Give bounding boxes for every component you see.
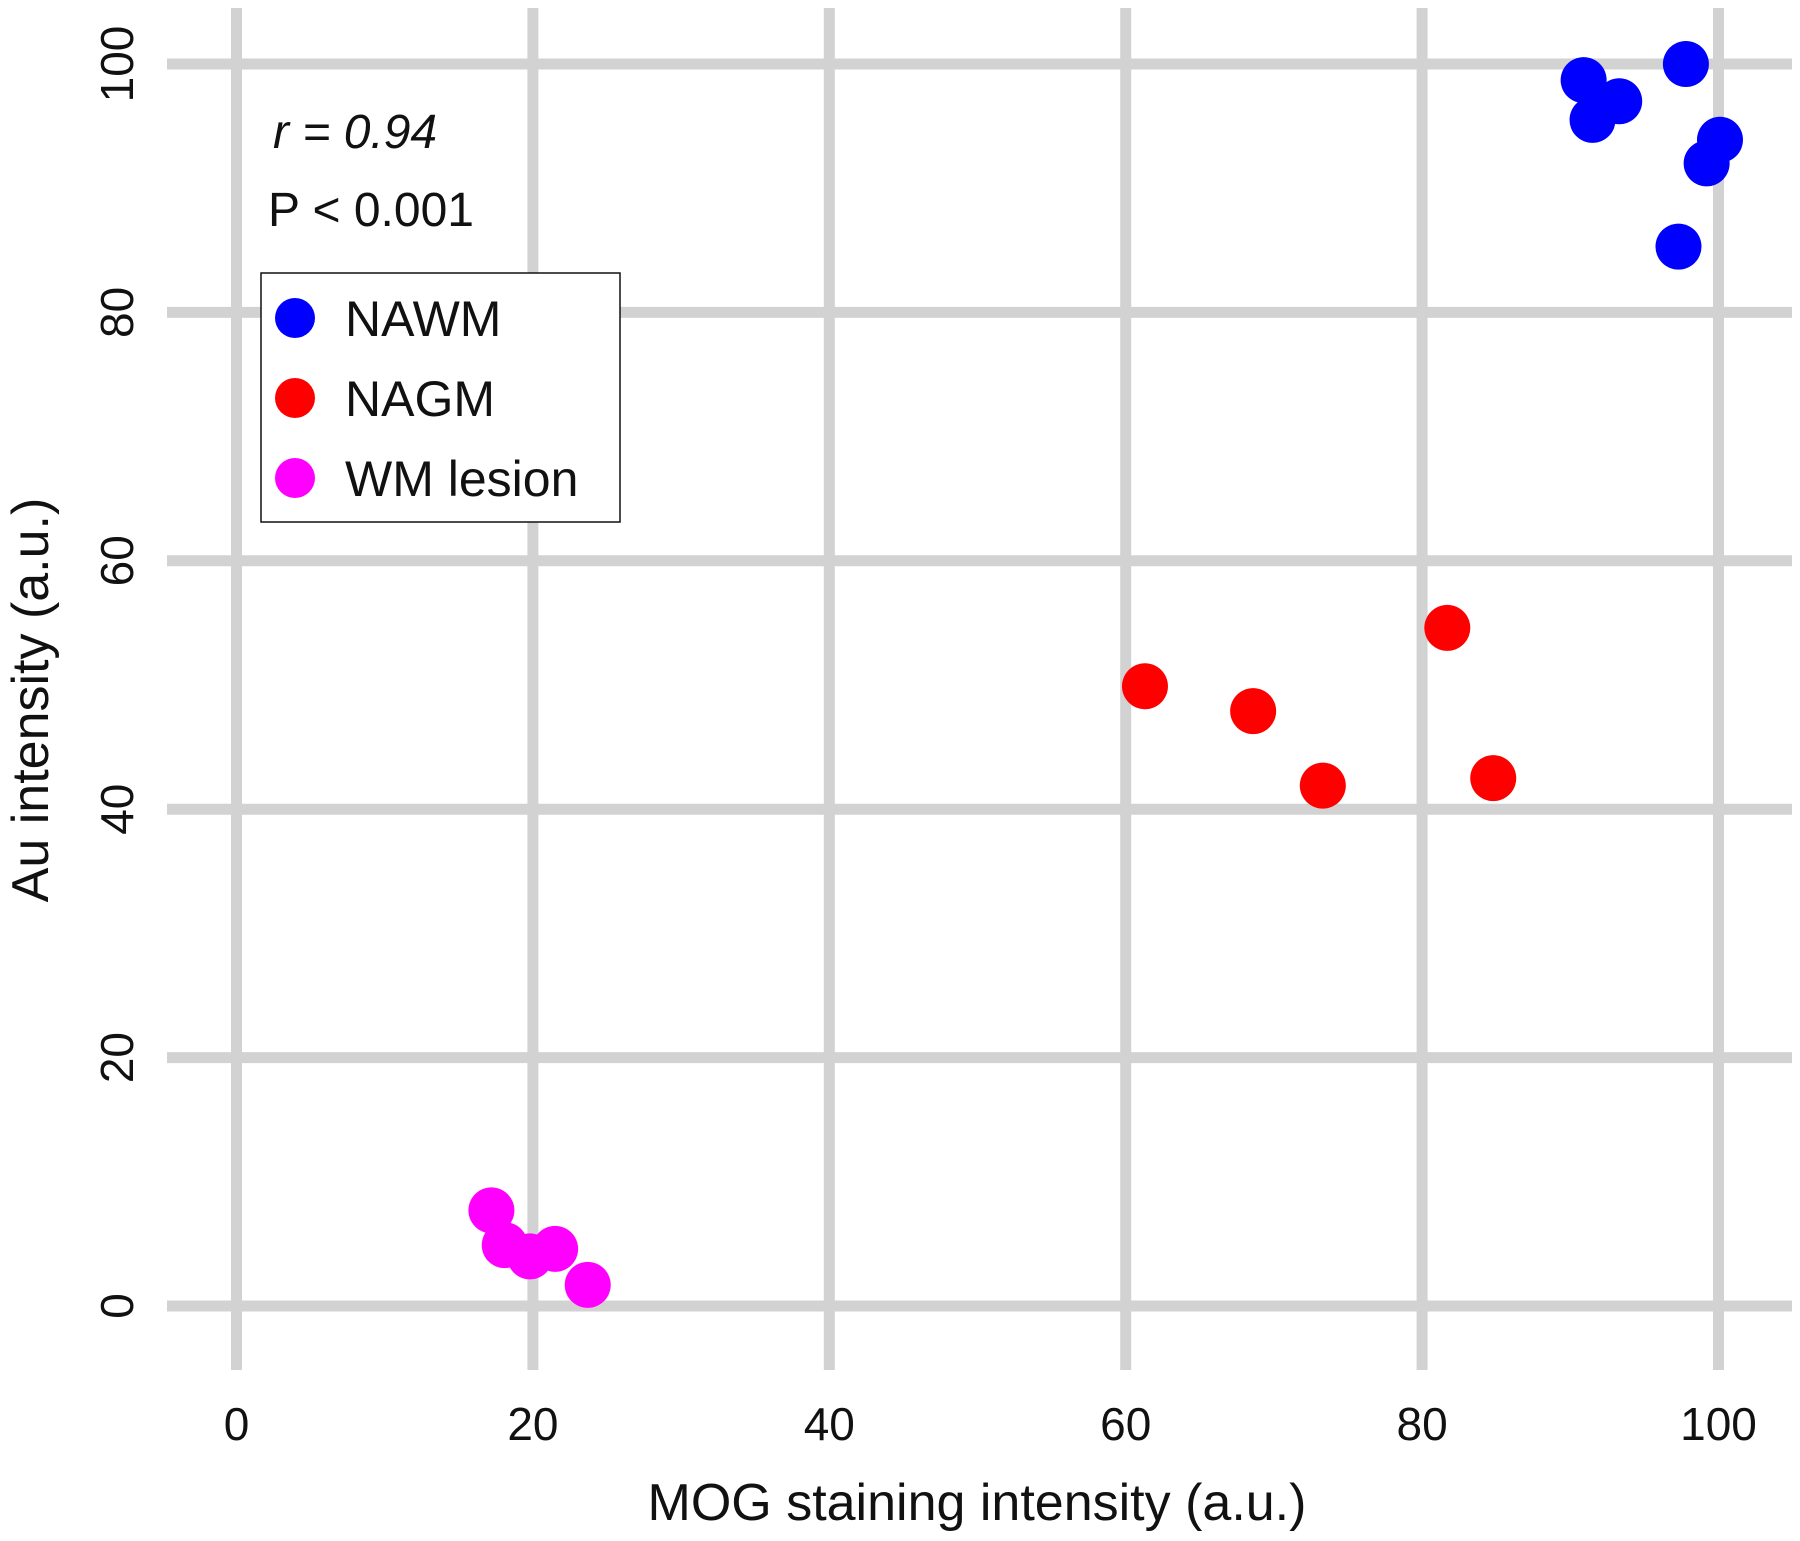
legend-label: NAWM [345,291,501,347]
x-tick-label: 40 [804,1398,855,1450]
data-point [1683,140,1730,187]
data-point [1596,78,1643,125]
y-tick-label: 40 [91,784,143,835]
x-tick-labels: 0 20 40 60 80 100 [224,1398,1757,1450]
legend-marker [275,378,315,418]
y-tick-label: 100 [91,26,143,103]
data-point [1655,223,1702,270]
data-point [1230,688,1277,735]
x-tick-label: 60 [1100,1398,1151,1450]
x-tick-label: 80 [1397,1398,1448,1450]
legend-marker [275,458,315,498]
data-point [468,1187,515,1234]
data-point [1560,57,1607,104]
x-tick-label: 100 [1680,1398,1757,1450]
annotation-p: P < 0.001 [268,184,474,237]
data-point [1424,604,1471,651]
series-wm-lesion [468,1187,611,1308]
legend-label: WM lesion [345,451,578,507]
data-point [1121,663,1168,710]
y-tick-label: 80 [91,287,143,338]
series-nawm [1560,41,1743,270]
legend-box [260,272,621,523]
series-nagm [1121,604,1517,809]
data-point [564,1261,611,1308]
x-tick-label: 20 [507,1398,558,1450]
data-point [1299,762,1346,809]
y-tick-label: 60 [91,535,143,586]
x-tick-label: 0 [224,1398,250,1450]
y-axis-label: Au intensity (a.u.) [2,498,60,903]
legend: NAWM NAGM WM lesion [260,272,621,523]
y-tick-labels: 0 20 40 60 80 100 [91,26,143,1319]
data-point [1662,41,1709,87]
data-point [1470,755,1517,802]
legend-marker [275,298,315,338]
data-point [532,1225,579,1272]
y-tick-label: 0 [91,1293,143,1319]
annotation-r: r = 0.94 [273,106,437,159]
legend-label: NAGM [345,371,495,427]
x-axis-label: MOG staining intensity (a.u.) [648,1474,1307,1532]
data-points [468,41,1743,1308]
y-tick-label: 20 [91,1032,143,1083]
